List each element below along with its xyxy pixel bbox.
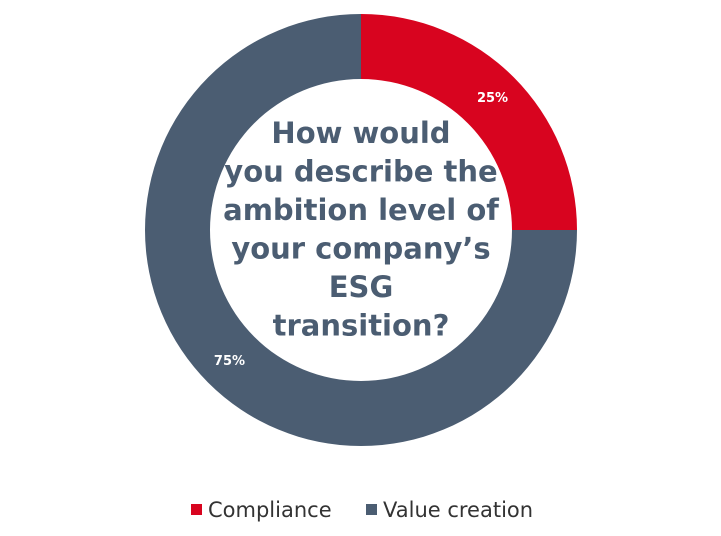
value-label: 75% [214,354,245,369]
chart-title: you describe the [224,155,497,189]
chart-title: ESG [329,270,394,304]
chart-title: transition? [273,309,450,343]
legend-label: Compliance [208,498,332,522]
value-label: 25% [477,91,508,106]
chart-title: your company’s [231,232,490,266]
legend-swatch [191,504,202,515]
chart-title: ambition level of [223,193,499,227]
donut-slice [361,14,577,230]
legend-swatch [366,504,377,515]
chart-title: How would [271,116,450,150]
donut-slice [145,14,577,446]
legend-label: Value creation [383,498,533,522]
